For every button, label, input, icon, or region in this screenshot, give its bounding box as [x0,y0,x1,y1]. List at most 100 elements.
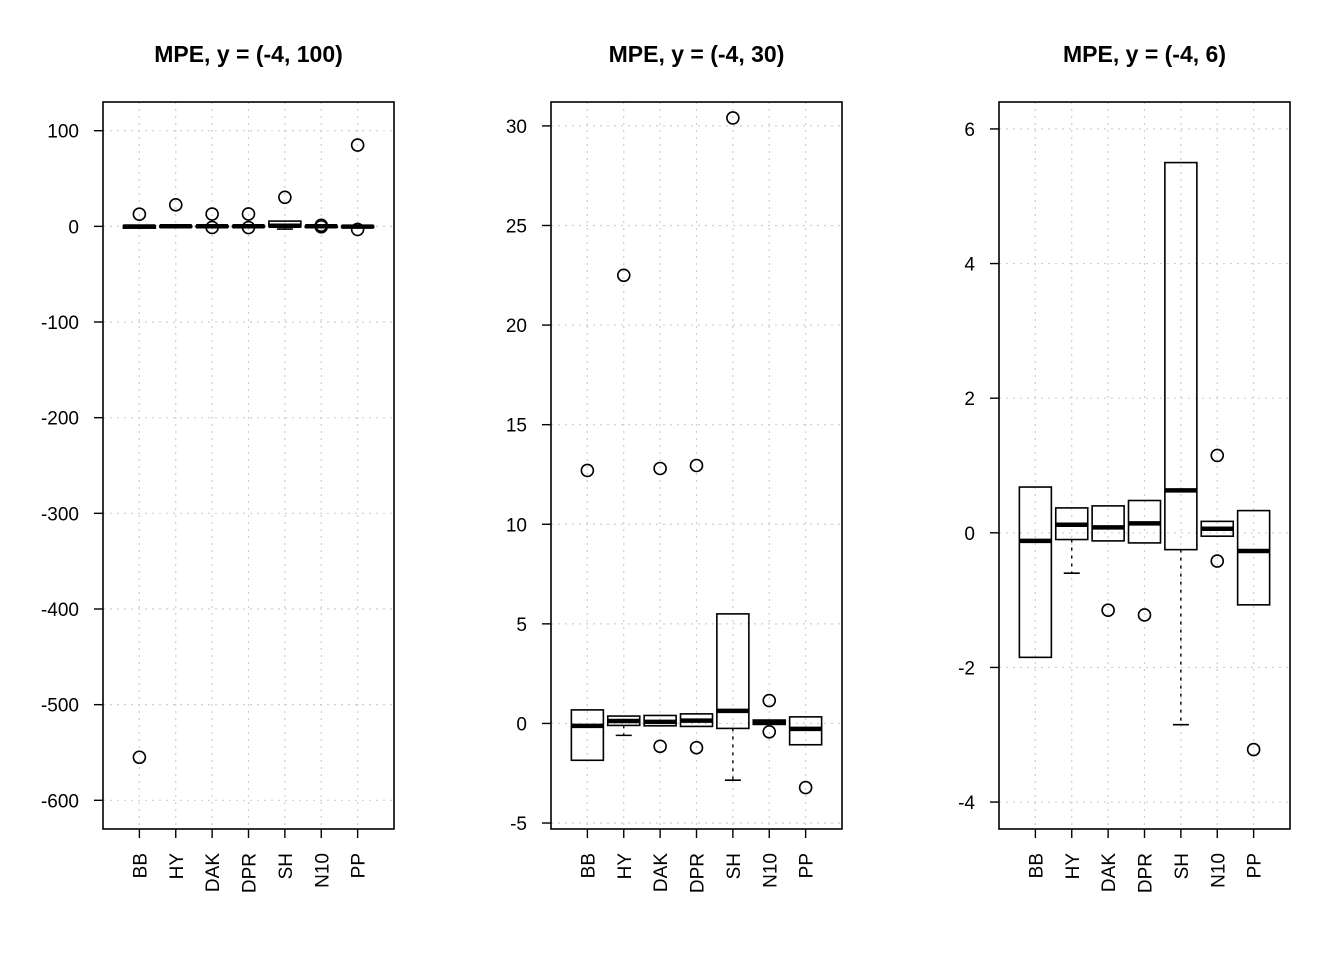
x-tick-label: N10 [1208,853,1229,888]
outlier-point [1101,603,1115,618]
outlier-point [1210,554,1225,568]
x-tick-label: SH [724,853,745,879]
box-n10 [304,218,339,234]
box-hy [158,198,193,229]
outlier-point [689,740,704,755]
y-tick-label: 4 [964,255,975,276]
x-tick-label: PP [1245,853,1266,878]
outlier-point [1210,448,1225,463]
y-tick-label: -300 [41,504,79,525]
box-rect [716,613,750,730]
x-tick-label: BB [578,853,599,878]
outlier-point [1137,608,1152,622]
y-tick-label: 0 [68,217,79,238]
outlier-point [350,222,365,237]
box-dpr [231,207,266,235]
outlier-point [762,725,777,739]
x-tick-label: DAK [203,853,224,892]
y-tick-label: 0 [964,524,975,545]
outlier-point [168,198,183,212]
outlier-point [1246,742,1261,757]
box-bb [122,207,157,765]
box-pp [340,138,375,237]
chart-panel-2: MPE, y = (-4, 30) -5 0 5 10 15 20 25 30 BB HY DAK DP… [506,41,843,893]
y-tick-label: -5 [510,814,527,835]
y-tick-label: -500 [41,696,79,717]
x-tick-label: PP [797,853,818,878]
y-tick-label: 30 [506,117,527,138]
y-tick-label: 10 [506,515,527,536]
box-n10 [1200,448,1235,568]
x-tick-label: DPR [688,853,709,893]
chart-title: MPE, y = (-4, 30) [609,41,785,67]
x-tick-label: N10 [312,853,333,888]
chart-panel-3: MPE, y = (-4, 6) -4 -2 0 2 4 6 BB HY DAK DPR SH N10 P… [958,41,1291,893]
x-tick-label: HY [167,853,188,880]
outlier-point [726,111,740,125]
box-sh [268,190,302,230]
box-dpr [1127,499,1162,622]
box-hy [1054,507,1089,575]
outlier-point [241,220,256,235]
outlier-point [580,463,595,478]
outlier-point [653,461,667,476]
x-tick-label: SH [1172,853,1193,879]
y-tick-label: 0 [516,714,527,735]
box-pp [1236,509,1271,757]
outlier-point [798,780,813,795]
chart-title: MPE, y = (-4, 6) [1063,41,1226,67]
outlier-point [205,220,219,235]
y-tick-label: 5 [516,615,527,636]
outlier-point [616,268,631,283]
outlier-point [689,458,704,473]
outlier-point [314,219,329,234]
x-tick-label: PP [349,853,370,878]
outlier-point [132,750,147,765]
y-tick-label: -400 [41,600,79,621]
y-tick-label: -600 [41,791,79,812]
x-tick-label: BB [130,853,151,878]
chart-panel-1: MPE, y = (-4, 100) -600 -500 -400 -300 -200 -1… [41,41,395,893]
x-tick-label: DAK [651,853,672,892]
box-rect [1164,161,1198,551]
box-dpr [679,458,714,755]
y-tick-label: 20 [506,316,527,337]
box-sh [1164,161,1198,726]
x-tick-label: BB [1026,853,1047,878]
outlier-point [241,207,256,221]
box-sh [716,111,750,782]
box-hy [606,268,641,737]
outlier-point [762,693,777,708]
box-bb [1018,486,1053,659]
box-n10 [752,693,787,739]
chart-title: MPE, y = (-4, 100) [154,41,343,67]
box-rect [1236,509,1271,606]
outlier-point [278,190,292,205]
plot-frame [998,101,1291,830]
box-pp [788,716,823,795]
box-rect [570,709,605,762]
x-tick-label: HY [615,853,636,880]
x-tick-label: SH [276,853,297,879]
y-tick-label: -100 [41,313,79,334]
y-tick-label: 2 [964,389,975,410]
outlier-point [205,207,219,221]
x-tick-label: DAK [1099,853,1120,892]
x-tick-label: HY [1063,853,1084,880]
box-dak [1091,505,1125,618]
y-tick-label: 25 [506,216,527,237]
y-tick-label: 100 [47,122,79,143]
outlier-point [132,207,147,222]
outlier-point [653,739,667,754]
outlier-point [350,138,365,152]
y-tick-label: -2 [958,658,975,679]
y-tick-label: 15 [506,416,527,437]
x-tick-label: DPR [240,853,261,893]
box-bb [570,463,605,762]
box-dak [643,461,677,754]
plot-frame [550,101,843,830]
box-rect [1091,505,1125,542]
box-rect [1018,486,1053,659]
plot-frame [102,101,395,830]
